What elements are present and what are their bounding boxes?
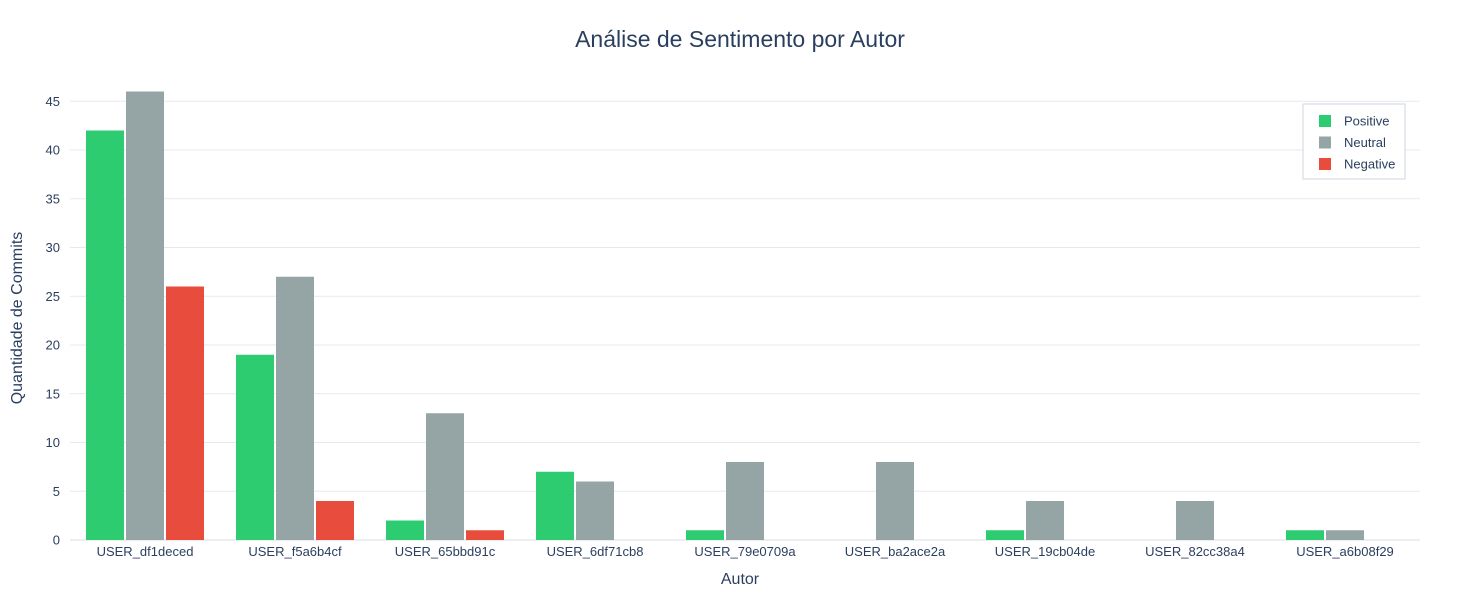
x-tick-label: USER_79e0709a [694, 544, 796, 559]
legend-swatch-positive[interactable] [1319, 115, 1331, 127]
x-tick-label: USER_f5a6b4cf [248, 544, 342, 559]
bar-positive-user_79e0709a[interactable] [686, 530, 724, 540]
y-tick-label: 10 [46, 435, 60, 450]
bar-neutral-user_82cc38a4[interactable] [1176, 501, 1214, 540]
legend-swatch-neutral[interactable] [1319, 136, 1331, 149]
chart-title: Análise de Sentimento por Autor [575, 26, 905, 52]
x-tick-label: USER_6df71cb8 [547, 544, 644, 559]
x-tick-label: USER_82cc38a4 [1145, 544, 1245, 559]
bar-neutral-user_f5a6b4cf[interactable] [276, 276, 314, 540]
x-tick-label: USER_a6b08f29 [1296, 544, 1394, 559]
legend-swatch-negative[interactable] [1319, 158, 1331, 170]
x-tick-label: USER_df1deced [97, 544, 194, 559]
y-tick-label: 15 [46, 386, 60, 401]
y-tick-label: 0 [53, 533, 60, 548]
bar-neutral-user_79e0709a[interactable] [726, 462, 764, 540]
bar-positive-user_a6b08f29[interactable] [1286, 530, 1324, 540]
bar-negative-user_df1deced[interactable] [166, 286, 204, 541]
legend-items: Positive Neutral Negative [1319, 114, 1395, 172]
y-tick-label: 5 [53, 484, 60, 499]
x-axis-title: Autor [721, 571, 760, 588]
bar-neutral-user_19cb04de[interactable] [1026, 501, 1064, 540]
bar-positive-user_df1deced[interactable] [86, 130, 124, 541]
bar-neutral-user_a6b08f29[interactable] [1326, 530, 1364, 540]
y-tick-label: 30 [46, 240, 60, 255]
x-tick-label: USER_19cb04de [995, 544, 1095, 559]
legend-label-negative[interactable]: Negative [1344, 157, 1395, 172]
legend-label-positive[interactable]: Positive [1344, 114, 1390, 129]
bar-positive-user_19cb04de[interactable] [986, 530, 1024, 540]
legend: Positive Neutral Negative [1302, 103, 1406, 180]
y-axis-ticks: 0 5 10 15 20 25 30 35 40 45 [46, 94, 60, 548]
bar-neutral-user_df1deced[interactable] [126, 91, 164, 541]
bar-positive-user_6df71cb8[interactable] [536, 471, 574, 540]
x-axis-ticks: USER_df1deced USER_f5a6b4cf USER_65bbd91c U… [97, 544, 1394, 559]
x-tick-label: USER_ba2ace2a [845, 544, 946, 559]
bar-neutral-user_ba2ace2a[interactable] [876, 462, 914, 540]
y-tick-label: 45 [46, 94, 60, 109]
bar-positive-user_65bbd91c[interactable] [386, 520, 424, 541]
bars [86, 91, 1364, 541]
bar-neutral-user_65bbd91c[interactable] [426, 413, 464, 540]
y-tick-label: 35 [46, 191, 60, 206]
y-axis-title: Quantidade de Commits [9, 232, 26, 405]
bar-neutral-user_6df71cb8[interactable] [576, 481, 614, 541]
y-tick-label: 20 [46, 338, 60, 353]
bar-negative-user_f5a6b4cf[interactable] [316, 501, 354, 540]
bar-negative-user_65bbd91c[interactable] [466, 530, 504, 540]
y-tick-label: 25 [46, 289, 60, 304]
x-tick-label: USER_65bbd91c [395, 544, 496, 559]
y-tick-label: 40 [46, 143, 60, 158]
legend-label-neutral[interactable]: Neutral [1344, 135, 1386, 150]
bar-positive-user_f5a6b4cf[interactable] [236, 354, 274, 540]
